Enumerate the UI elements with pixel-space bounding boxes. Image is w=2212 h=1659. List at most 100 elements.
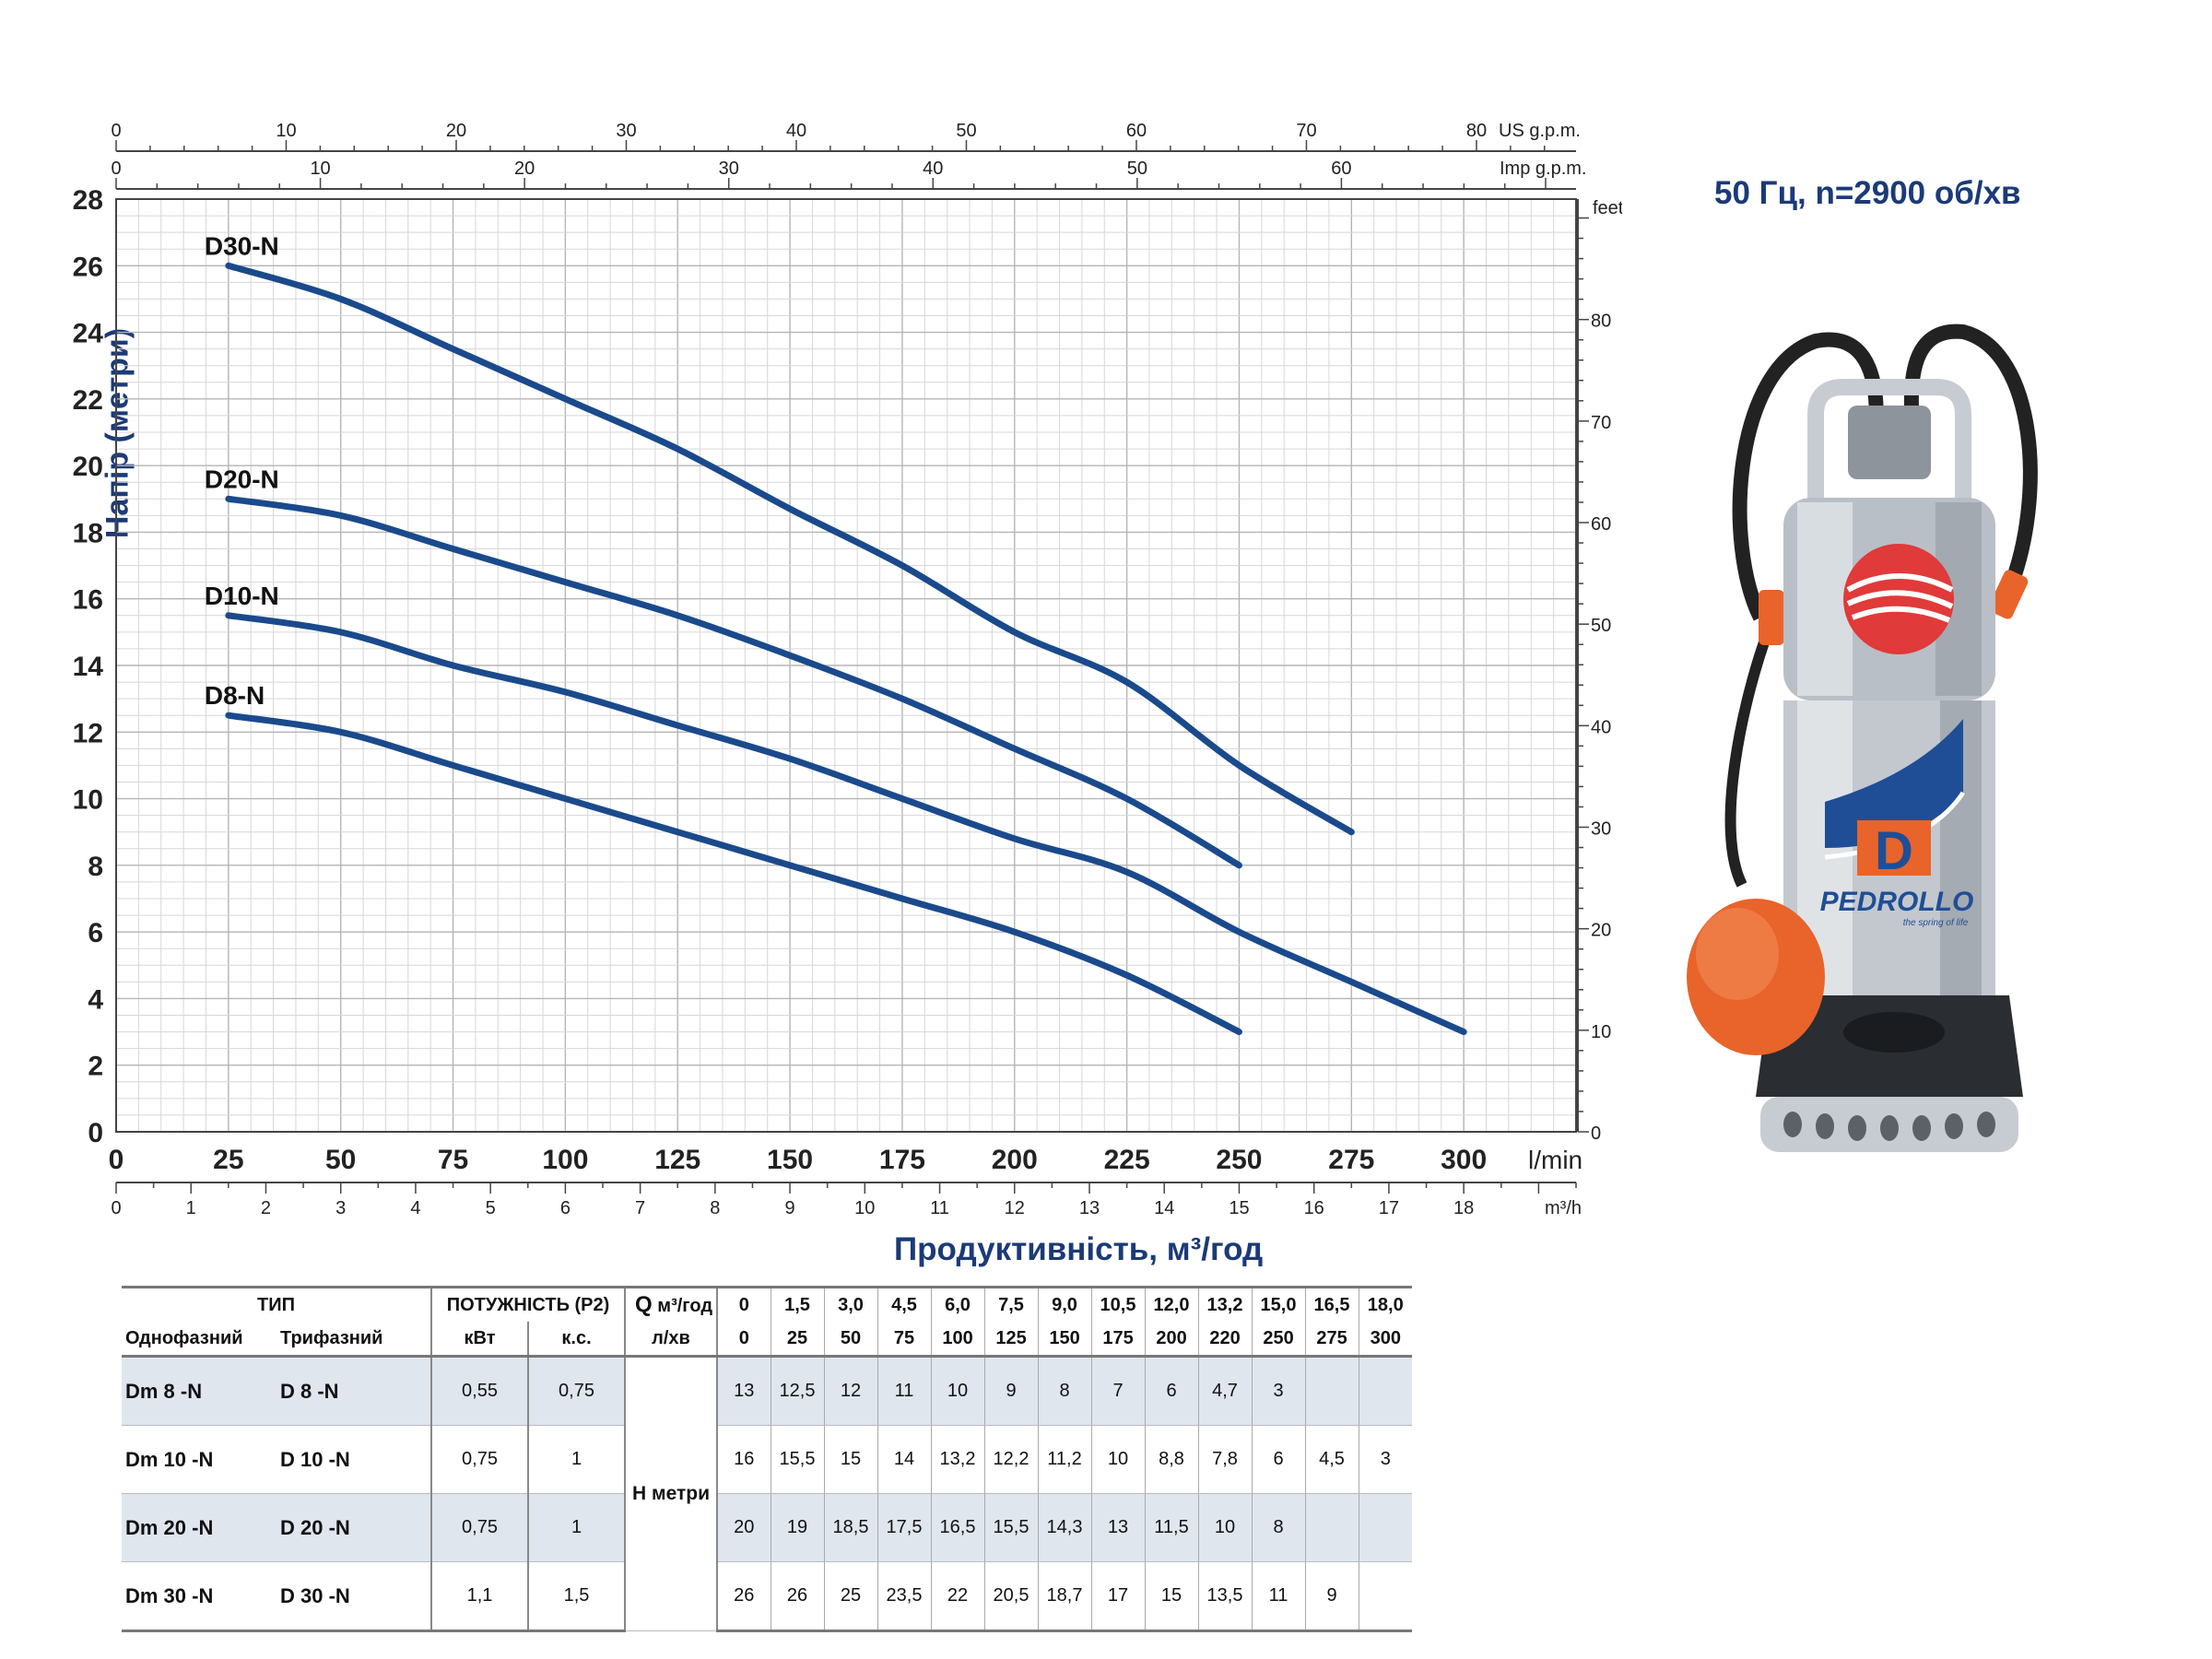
q-m3h-cell: 15,0	[1252, 1286, 1306, 1322]
pump-brand: PEDROLLO	[1820, 887, 1974, 917]
feet-tick-label: 50	[1591, 616, 1611, 636]
head-value: 3	[1252, 1356, 1306, 1426]
feet-tick-label: 10	[1591, 1022, 1611, 1042]
series-line-d20-n	[225, 495, 1242, 869]
q-lmin-cell: 75	[877, 1322, 932, 1358]
head-value: 11	[1252, 1561, 1306, 1632]
y-tick-label: 16	[73, 585, 103, 616]
m3h-tick-label: 10	[854, 1198, 875, 1218]
head-value: 10	[1198, 1493, 1253, 1562]
y-tick-label: 20	[73, 452, 103, 482]
x-tick-label: 250	[1216, 1145, 1262, 1175]
head-value: 7	[1091, 1356, 1146, 1426]
head-value: 9	[1305, 1561, 1359, 1632]
table-row: Dm 20 -N D 20 -N 0,75 1 20 19 18,5 17,5 16,5 15,5…	[122, 1493, 1413, 1562]
m3h-tick-label: 8	[710, 1198, 720, 1218]
x-tick-label: 200	[992, 1145, 1038, 1175]
m3h-tick-label: 15	[1229, 1198, 1249, 1218]
m3h-tick-label: 4	[410, 1198, 420, 1218]
feet-tick-label: 0	[1591, 1124, 1601, 1144]
head-value: 8	[1252, 1493, 1306, 1562]
x-axis-title: Продуктивність, м³/год	[894, 1231, 1264, 1267]
m3h-tick-label: 5	[486, 1198, 496, 1218]
us-gpm-tick-label: 70	[1296, 121, 1316, 141]
logo-icon	[1843, 544, 1954, 654]
head-value: 4,5	[1305, 1425, 1359, 1494]
q-m3h-cell: 12,0	[1145, 1286, 1199, 1322]
q-m3h-cell: 9,0	[1038, 1286, 1092, 1322]
m3h-tick-label: 12	[1005, 1198, 1025, 1218]
power-hp: 1	[528, 1493, 627, 1562]
y-tick-label: 22	[73, 385, 103, 416]
y-tick-label: 26	[73, 252, 103, 282]
power-hp: 0,75	[528, 1356, 627, 1426]
q-lmin-cell: 150	[1038, 1322, 1092, 1358]
imp-gpm-tick-label: 40	[923, 159, 943, 179]
head-value: 26	[771, 1561, 825, 1632]
head-value: 14	[877, 1425, 932, 1494]
head-value: 19	[771, 1493, 825, 1562]
single-phase-header: Однофазний	[122, 1322, 276, 1358]
x-axis-unit-label: l/min	[1528, 1146, 1583, 1174]
head-value: 15,5	[771, 1425, 825, 1494]
us-gpm-tick-label: 10	[276, 121, 296, 141]
three-phase-model: D 8 -N	[276, 1356, 431, 1426]
us-gpm-tick-label: 50	[956, 121, 976, 141]
head-value	[1359, 1493, 1413, 1562]
q-lmin-cell: 275	[1305, 1322, 1359, 1358]
type-header: ТИП	[122, 1286, 431, 1322]
head-value	[1305, 1493, 1359, 1562]
kw-header: кВт	[430, 1322, 529, 1358]
q-lmin-cell: 300	[1359, 1322, 1413, 1358]
head-value: 6	[1145, 1356, 1199, 1426]
us-gpm-tick-label: 20	[446, 121, 466, 141]
single-phase-model: Dm 20 -N	[122, 1493, 276, 1562]
q-lmin-cell: 100	[931, 1322, 985, 1358]
series-label-d30-n: D30-N	[205, 231, 279, 260]
q-lmin-cell: 200	[1145, 1322, 1199, 1358]
q-m3h-cell: 7,5	[984, 1286, 1039, 1322]
power-kw: 0,75	[430, 1493, 529, 1562]
head-value: 15	[1145, 1561, 1199, 1632]
head-value: 17	[1091, 1561, 1146, 1632]
feet-tick-label: 70	[1591, 413, 1611, 433]
head-value: 15	[824, 1425, 878, 1494]
power-kw: 0,75	[430, 1425, 529, 1494]
feet-tick-label: 40	[1591, 717, 1611, 737]
q-lmin-cell: 250	[1252, 1322, 1306, 1358]
head-value: 18,5	[824, 1493, 878, 1562]
q-m3h-cell: 0	[717, 1286, 771, 1322]
y-tick-label: 14	[73, 652, 104, 682]
head-value: 12,5	[771, 1356, 825, 1426]
lmin-unit: л/хв	[625, 1322, 719, 1358]
x-tick-label: 275	[1328, 1145, 1374, 1175]
head-value: 6	[1252, 1425, 1306, 1494]
m3h-tick-label: 17	[1379, 1198, 1399, 1218]
single-phase-model: Dm 10 -N	[122, 1425, 276, 1494]
m3h-tick-label: 16	[1304, 1198, 1324, 1218]
q-lmin-cell: 125	[984, 1322, 1039, 1358]
y-tick-label: 12	[73, 718, 103, 748]
pump-curve-chart: 0246810121416182022242628010203040506070…	[73, 121, 1622, 1218]
head-value: 8	[1038, 1356, 1092, 1426]
head-value: 10	[931, 1356, 985, 1426]
q-m3h-cell: 10,5	[1091, 1286, 1146, 1322]
head-value: 16	[717, 1425, 771, 1494]
head-value: 11,5	[1145, 1493, 1199, 1562]
head-value: 10	[1091, 1425, 1146, 1494]
m3h-tick-label: 13	[1079, 1198, 1100, 1218]
head-value: 12,2	[984, 1425, 1039, 1494]
chart-grid	[115, 198, 1577, 1133]
m3h-tick-label: 18	[1453, 1198, 1474, 1218]
head-value: 20,5	[984, 1561, 1039, 1632]
power-hp: 1	[528, 1425, 627, 1494]
q-lmin-cell: 0	[717, 1322, 771, 1358]
imp-gpm-tick-label: 10	[310, 159, 330, 179]
three-phase-header: Трифазний	[276, 1322, 431, 1358]
head-value: 13,2	[931, 1425, 985, 1494]
head-value: 26	[717, 1561, 771, 1632]
y-tick-label: 0	[88, 1118, 103, 1148]
head-value: 13,5	[1198, 1561, 1253, 1632]
feet-tick-label: 60	[1591, 514, 1611, 535]
frequency-title: 50 Гц, n=2900 об/хв	[1714, 175, 2021, 211]
